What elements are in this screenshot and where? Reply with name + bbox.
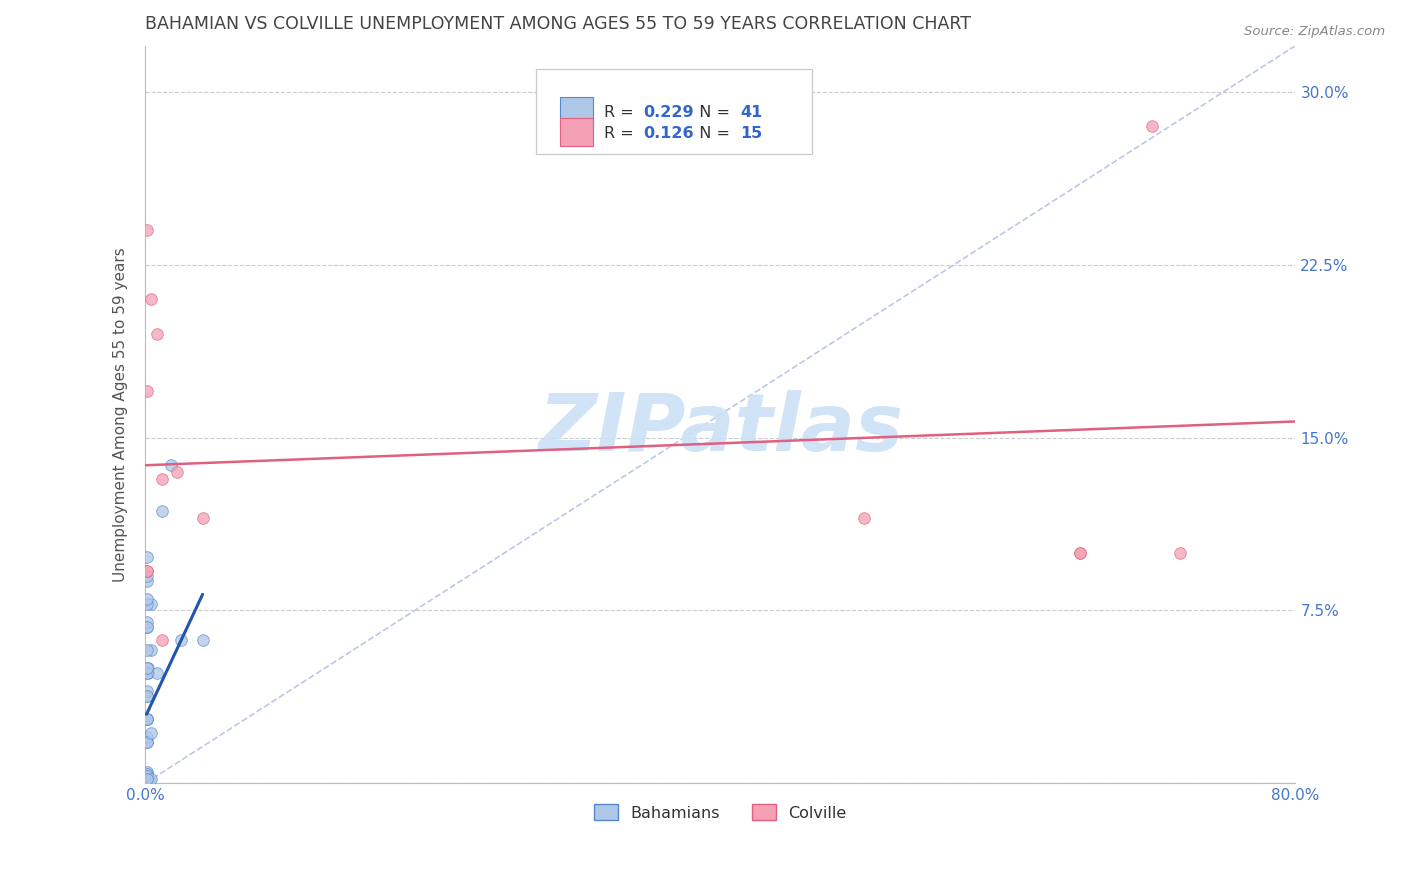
Point (145, 326, 167, 341)
Point (139, 292, 162, 306)
Point (138, 772, 160, 786)
Point (191, 511, 214, 525)
FancyBboxPatch shape (536, 70, 813, 154)
Point (853, 511, 876, 525)
Point (135, 564, 157, 578)
Text: BAHAMIAN VS COLVILLE UNEMPLOYMENT AMONG AGES 55 TO 59 YEARS CORRELATION CHART: BAHAMIAN VS COLVILLE UNEMPLOYMENT AMONG … (145, 15, 972, 33)
Point (135, 574, 157, 588)
Y-axis label: Unemployment Among Ages 55 to 59 years: Unemployment Among Ages 55 to 59 years (114, 247, 128, 582)
Point (135, 550, 157, 565)
Point (150, 633, 173, 648)
Text: Source: ZipAtlas.com: Source: ZipAtlas.com (1244, 25, 1385, 38)
FancyBboxPatch shape (561, 118, 592, 146)
Text: N =: N = (689, 104, 735, 120)
Point (135, 735, 157, 749)
Point (135, 689, 157, 703)
Point (139, 642, 162, 657)
Point (135, 569, 157, 583)
Point (135, 665, 157, 680)
Point (136, 665, 159, 680)
Point (135, 735, 157, 749)
Point (191, 633, 214, 648)
Point (166, 465, 188, 479)
Point (139, 725, 162, 739)
Point (150, 472, 173, 486)
Point (135, 772, 157, 786)
Text: R =: R = (605, 126, 638, 141)
Point (145, 665, 167, 680)
Point (135, 712, 157, 726)
Point (135, 615, 157, 629)
Point (135, 772, 157, 786)
Text: ZIPatlas: ZIPatlas (537, 391, 903, 468)
Point (135, 772, 157, 786)
Point (139, 597, 162, 611)
Point (135, 591, 157, 606)
Point (1069, 546, 1091, 560)
Point (136, 661, 159, 675)
Point (139, 772, 162, 786)
Text: N =: N = (689, 126, 735, 141)
Legend: Bahamians, Colville: Bahamians, Colville (588, 797, 853, 827)
Point (135, 689, 157, 703)
Point (135, 597, 157, 611)
Point (135, 619, 157, 633)
Text: 0.229: 0.229 (643, 104, 693, 120)
Point (135, 712, 157, 726)
Point (135, 661, 157, 675)
Point (135, 769, 157, 783)
Point (135, 769, 157, 783)
Text: 15: 15 (740, 126, 762, 141)
Text: R =: R = (605, 104, 638, 120)
Point (1140, 120, 1163, 134)
Point (160, 458, 183, 473)
Point (150, 504, 173, 518)
Point (135, 684, 157, 698)
Point (135, 619, 157, 633)
Point (135, 384, 157, 399)
Point (1069, 546, 1091, 560)
FancyBboxPatch shape (561, 96, 592, 125)
Point (135, 223, 157, 237)
Point (135, 642, 157, 657)
Point (1170, 546, 1192, 560)
Point (135, 767, 157, 781)
Point (135, 712, 157, 726)
Point (135, 764, 157, 779)
Point (135, 731, 157, 745)
Point (135, 769, 157, 783)
Text: 0.126: 0.126 (643, 126, 693, 141)
Point (135, 767, 157, 781)
Point (170, 633, 193, 648)
Point (135, 564, 157, 578)
Text: 41: 41 (740, 104, 762, 120)
